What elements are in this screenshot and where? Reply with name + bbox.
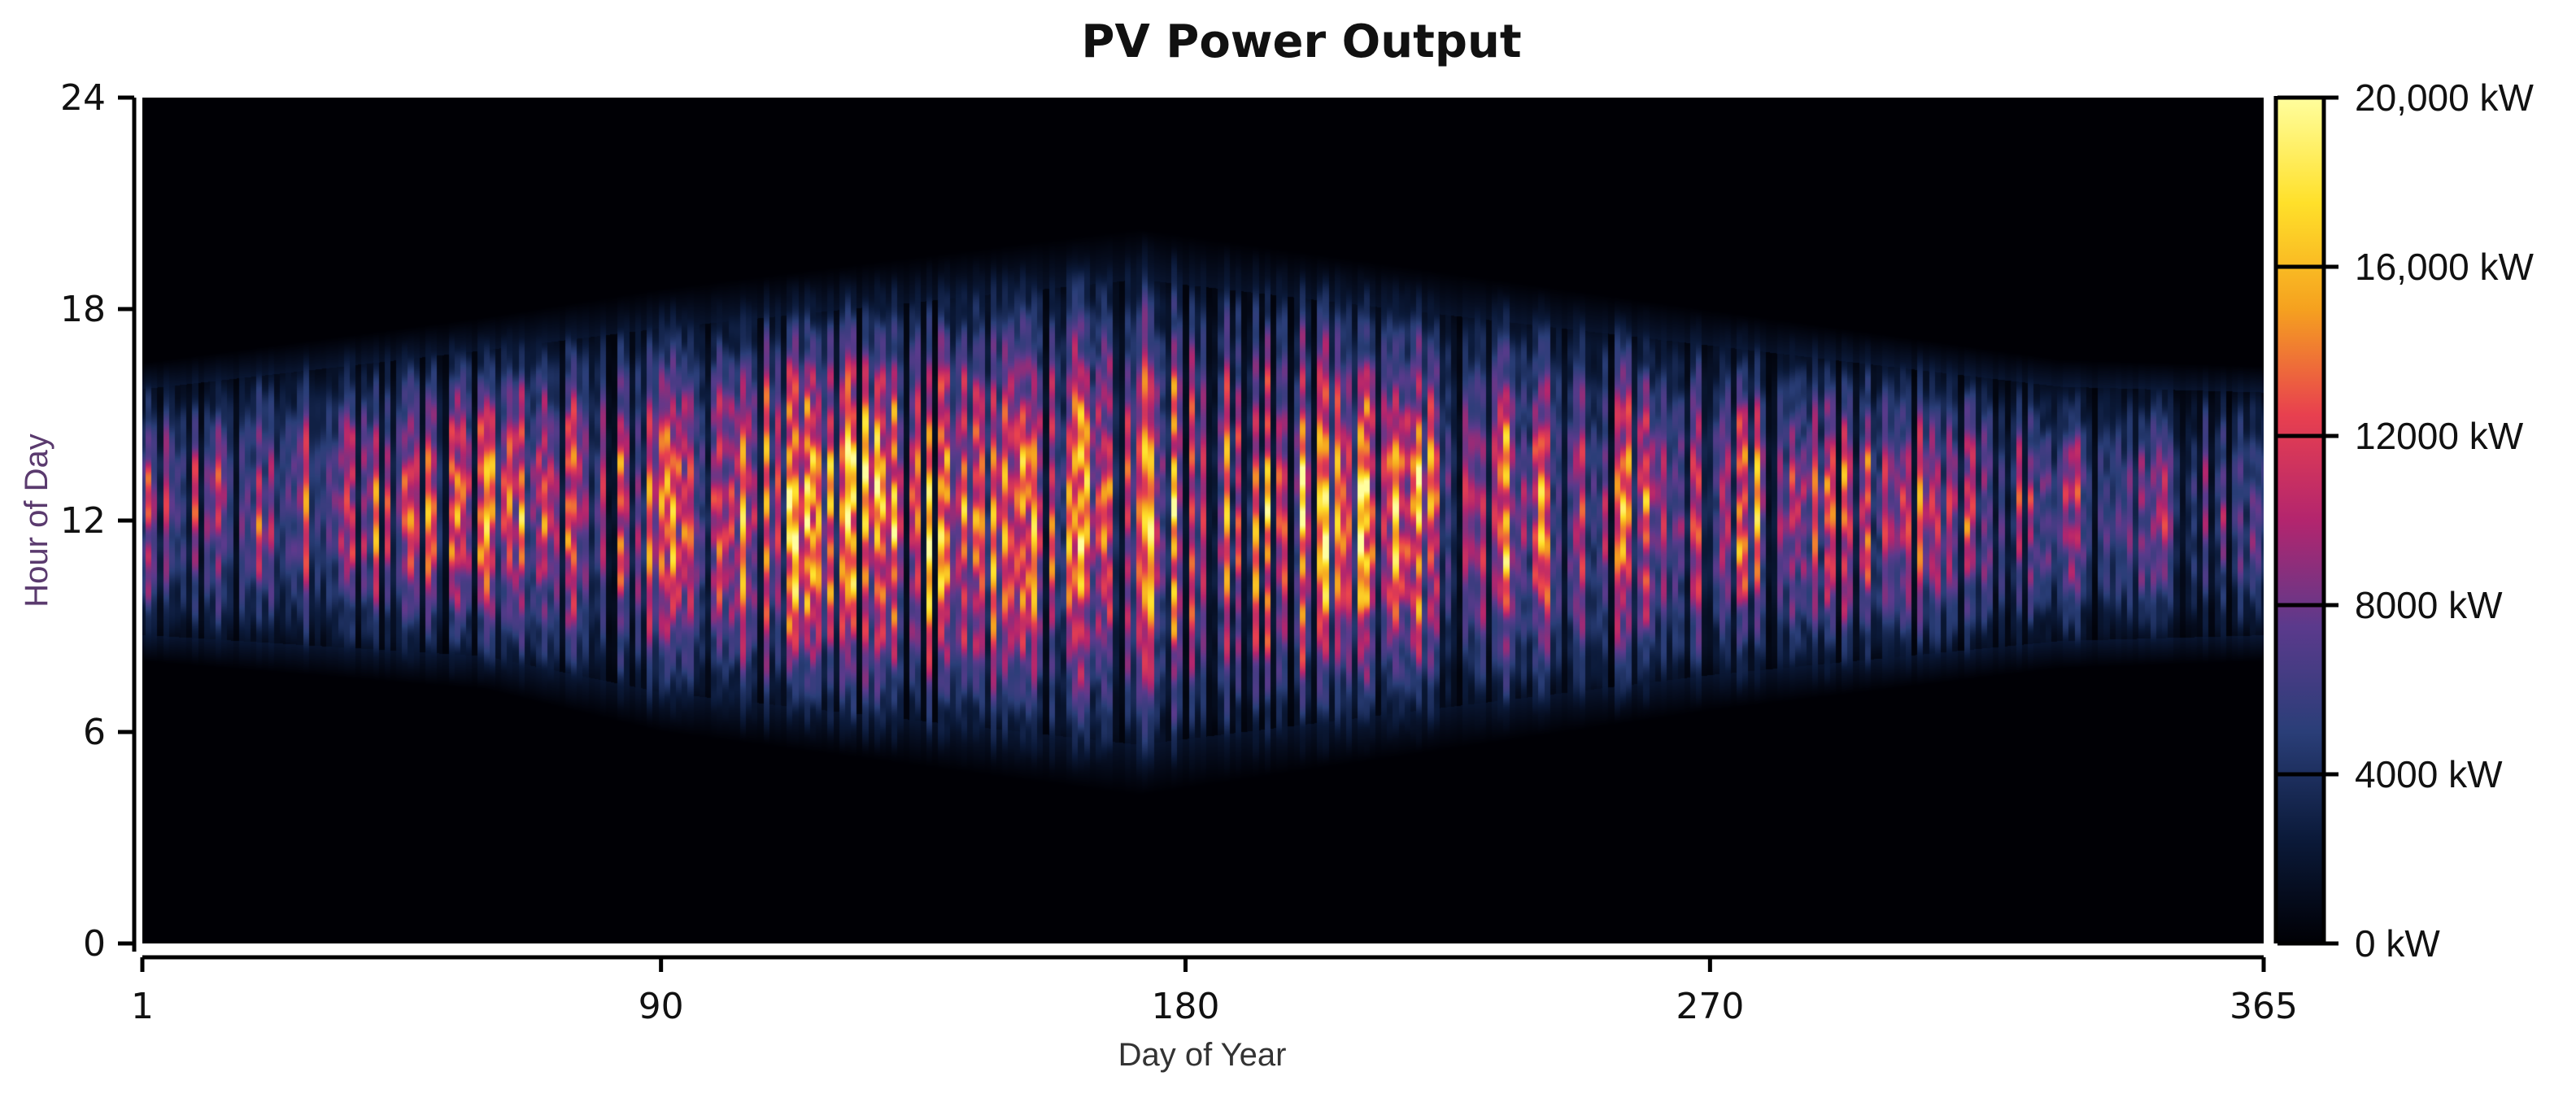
y-axis-title: Hour of Day bbox=[19, 434, 54, 607]
colorbar-tick-label: 0 kW bbox=[2355, 922, 2440, 965]
colorbar-tick-label: 4000 kW bbox=[2355, 753, 2503, 795]
x-tick-label: 180 bbox=[1152, 986, 1220, 1027]
colorbar-tick-label: 20,000 kW bbox=[2355, 76, 2534, 119]
y-tick-label: 24 bbox=[60, 77, 106, 119]
heatmap-plot-area bbox=[142, 98, 2264, 943]
colorbar-tick-label: 16,000 kW bbox=[2355, 246, 2534, 288]
colorbar: 0 kW 4000 kW 8000 kW 12000 kW 16,000 kW 20,00… bbox=[2273, 76, 2534, 965]
axes bbox=[132, 98, 2264, 960]
colorbar-tick-label: 12000 kW bbox=[2355, 415, 2524, 457]
heatmap-image bbox=[142, 98, 2264, 943]
x-tick-label: 90 bbox=[639, 986, 684, 1027]
y-axis-ticks: 0 6 12 18 24 bbox=[60, 77, 134, 965]
x-axis-ticks: 1 90 180 270 365 bbox=[131, 957, 2298, 1027]
x-axis-title: Day of Year bbox=[1118, 1037, 1287, 1073]
chart-title: PV Power Output bbox=[1081, 15, 1521, 68]
x-tick-label: 365 bbox=[2229, 986, 2298, 1027]
x-tick-label: 1 bbox=[131, 986, 154, 1027]
y-tick-label: 18 bbox=[60, 289, 106, 330]
y-tick-label: 12 bbox=[60, 500, 106, 542]
colorbar-tick-label: 8000 kW bbox=[2355, 584, 2503, 626]
y-tick-label: 6 bbox=[83, 712, 106, 753]
colorbar-ticks: 0 kW 4000 kW 8000 kW 12000 kW 16,000 kW 20,00… bbox=[2277, 76, 2534, 965]
y-tick-label: 0 bbox=[83, 923, 106, 965]
x-tick-label: 270 bbox=[1676, 986, 1744, 1027]
colorbar-scale bbox=[2277, 98, 2322, 943]
